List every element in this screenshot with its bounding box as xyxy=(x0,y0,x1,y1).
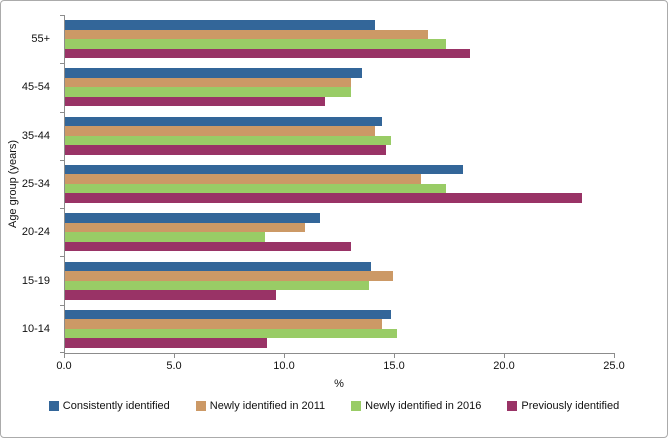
bar xyxy=(65,193,582,203)
bar-group xyxy=(65,112,615,160)
bar xyxy=(65,319,382,329)
bar xyxy=(65,87,351,97)
bar-group xyxy=(65,256,615,304)
bar xyxy=(65,164,464,175)
category-label: 20-24 xyxy=(21,226,50,239)
x-axis-tick-label: 25.0 xyxy=(603,360,625,372)
bar xyxy=(65,261,371,272)
x-axis-tick-label: 10.0 xyxy=(273,360,295,372)
bar xyxy=(65,145,387,155)
bar xyxy=(65,338,268,348)
y-axis-tick xyxy=(60,304,64,306)
x-axis-tick-label: 20.0 xyxy=(493,360,515,372)
x-axis-tick xyxy=(504,354,505,358)
chart-legend: Consistently identified Newly identified … xyxy=(1,400,667,412)
legend-color-swatch-icon xyxy=(48,401,59,411)
x-axis-tick xyxy=(64,354,65,358)
bar xyxy=(65,96,325,107)
y-axis-tick xyxy=(60,208,64,210)
legend-color-swatch-icon xyxy=(507,401,518,411)
y-axis-tick xyxy=(60,63,64,65)
x-axis-tick xyxy=(174,354,175,358)
bar xyxy=(65,126,376,136)
x-axis-tick xyxy=(284,354,285,358)
bar xyxy=(65,48,470,59)
plot-area xyxy=(64,15,615,354)
category-label: 15-19 xyxy=(21,274,50,287)
bar-group xyxy=(65,208,615,256)
bar xyxy=(65,135,391,146)
bar xyxy=(65,280,369,291)
category-label: 45-54 xyxy=(21,81,50,94)
category-label: 55+ xyxy=(31,33,50,46)
bar xyxy=(65,29,428,40)
x-axis-tick-label: 5.0 xyxy=(166,360,182,372)
legend-item: Previously identified xyxy=(507,400,619,412)
bar xyxy=(65,20,376,30)
bar xyxy=(65,183,446,194)
y-axis-tick xyxy=(60,159,64,161)
legend-label: Newly identified in 2011 xyxy=(209,400,326,412)
legend-label: Previously identified xyxy=(521,400,620,412)
bar-group xyxy=(65,63,615,111)
category-label: 25-34 xyxy=(21,177,50,190)
category-label: 35-44 xyxy=(21,129,50,142)
legend-item: Consistently identified xyxy=(48,400,170,412)
x-axis-tick-label: 15.0 xyxy=(383,360,405,372)
bar xyxy=(65,232,266,242)
bar xyxy=(65,271,393,281)
category-label: 10-14 xyxy=(21,322,50,335)
x-axis-tick-label: 0.0 xyxy=(56,360,72,372)
legend-item: Newly identified in 2011 xyxy=(195,400,326,412)
legend-label: Newly identified in 2016 xyxy=(365,400,482,412)
bar xyxy=(65,39,446,49)
y-axis-tick xyxy=(60,111,64,113)
bar xyxy=(65,213,321,223)
legend-color-swatch-icon xyxy=(351,401,362,411)
bar xyxy=(65,309,391,320)
bar xyxy=(65,174,422,184)
legend-item: Newly identified in 2016 xyxy=(351,400,481,412)
bar-group xyxy=(65,15,615,63)
legend-label: Consistently identified xyxy=(62,400,170,412)
bar xyxy=(65,328,398,339)
bar xyxy=(65,222,305,233)
legend-color-swatch-icon xyxy=(195,401,206,411)
bar xyxy=(65,241,351,252)
bar xyxy=(65,77,351,88)
y-axis-tick xyxy=(60,15,64,16)
bar-group xyxy=(65,305,615,353)
x-axis-tick xyxy=(614,354,615,358)
y-axis-tick xyxy=(60,352,64,353)
bar xyxy=(65,290,277,300)
bar-group xyxy=(65,160,615,208)
bar xyxy=(65,68,362,78)
bar xyxy=(65,116,382,127)
x-axis-title: % xyxy=(334,378,344,390)
x-axis-tick xyxy=(394,354,395,358)
y-axis-category-labels: 55+ 45-54 35-44 25-34 20-24 15-19 10-14 xyxy=(1,15,56,353)
y-axis-tick xyxy=(60,256,64,258)
